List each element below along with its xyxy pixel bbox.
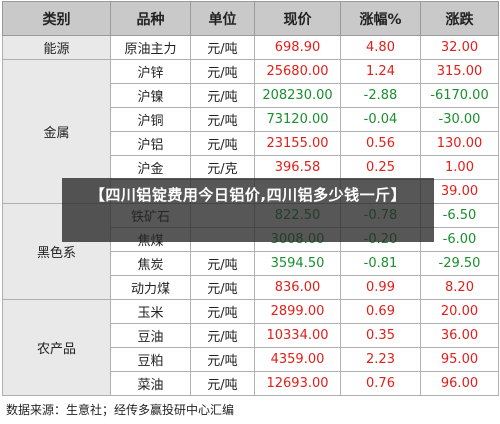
header-change-pct: 涨幅% bbox=[340, 1, 421, 36]
table-row: 豆油 元/吨 10334.00 0.35 36.00 bbox=[3, 323, 499, 348]
price-cell: 23155.00 bbox=[254, 131, 341, 156]
price-cell: 25680.00 bbox=[254, 59, 341, 84]
change-pct-cell: 0.25 bbox=[340, 155, 421, 180]
change-pct-cell: 4.80 bbox=[340, 35, 421, 60]
change-pct-cell: -0.81 bbox=[340, 251, 421, 276]
header-change: 涨跌 bbox=[420, 1, 499, 36]
change-cell: -6170.00 bbox=[420, 83, 499, 108]
change-pct-cell: 0.99 bbox=[340, 275, 421, 300]
table-header-row: 类别 品种 单位 现价 涨幅% 涨跌 bbox=[2, 1, 499, 36]
change-cell: 20.00 bbox=[420, 299, 499, 324]
price-cell: 3594.50 bbox=[254, 251, 341, 276]
change-pct-cell: 0.69 bbox=[340, 299, 421, 324]
unit-cell: 元/吨 bbox=[190, 107, 255, 132]
table-row: 菜油 元/吨 12693.00 0.76 96.00 bbox=[3, 371, 499, 396]
unit-cell: 元/吨 bbox=[190, 299, 255, 324]
table-row: 能源 原油主力 元/吨 698.90 4.80 32.00 bbox=[2, 35, 499, 60]
change-pct-cell: -2.88 bbox=[340, 83, 421, 108]
header-category: 类别 bbox=[2, 1, 111, 36]
variety-cell: 原油主力 bbox=[110, 35, 191, 60]
category-cell: 农产品 bbox=[2, 299, 111, 396]
price-cell: 10334.00 bbox=[254, 323, 341, 348]
price-cell: 208230.00 bbox=[254, 83, 341, 108]
unit-cell: 元/吨 bbox=[190, 323, 255, 348]
variety-cell: 动力煤 bbox=[110, 275, 191, 300]
variety-cell: 豆粕 bbox=[110, 347, 191, 372]
table-row: 农产品 玉米 元/吨 2899.00 0.69 20.00 bbox=[2, 299, 499, 396]
variety-cell: 沪金 bbox=[110, 155, 191, 180]
price-table: 类别 品种 单位 现价 涨幅% 涨跌 能源 原油主力 元/吨 698.90 4.80 32… bbox=[2, 1, 499, 396]
header-unit: 单位 bbox=[190, 1, 255, 36]
unit-cell: 元/吨 bbox=[190, 35, 255, 60]
unit-cell: 元/吨 bbox=[190, 251, 255, 276]
change-pct-cell: 2.23 bbox=[340, 347, 421, 372]
variety-cell: 豆油 bbox=[110, 323, 191, 348]
unit-cell: 元/吨 bbox=[190, 371, 255, 396]
price-cell: 836.00 bbox=[254, 275, 341, 300]
price-cell: 698.90 bbox=[254, 35, 341, 60]
price-cell: 396.58 bbox=[254, 155, 341, 180]
unit-cell: 元/吨 bbox=[190, 347, 255, 372]
variety-cell: 菜油 bbox=[110, 371, 191, 396]
table-row: 焦炭 元/吨 3594.50 -0.81 -29.50 bbox=[3, 251, 499, 276]
variety-cell: 沪铜 bbox=[110, 107, 191, 132]
change-pct-cell: 0.76 bbox=[340, 371, 421, 396]
price-cell: 2899.00 bbox=[254, 299, 341, 324]
change-cell: 96.00 bbox=[420, 371, 499, 396]
price-cell: 4359.00 bbox=[254, 347, 341, 372]
unit-cell: 元/吨 bbox=[190, 83, 255, 108]
table-row: 动力煤 元/吨 836.00 0.99 8.20 bbox=[3, 275, 499, 300]
change-cell: 95.00 bbox=[420, 347, 499, 372]
change-cell: 36.00 bbox=[420, 323, 499, 348]
header-variety: 品种 bbox=[110, 1, 191, 36]
change-cell: 130.00 bbox=[420, 131, 499, 156]
table-row: 金属 沪锌 元/吨 25680.00 1.24 315.00 bbox=[2, 59, 499, 204]
change-cell: 32.00 bbox=[420, 35, 499, 60]
table-row: 沪镍 元/吨 208230.00 -2.88 -6170.00 bbox=[3, 83, 499, 108]
table-body: 能源 原油主力 元/吨 698.90 4.80 32.00 金属 沪锌 元/吨 25680.00 1… bbox=[2, 35, 499, 396]
change-pct-cell: 0.35 bbox=[340, 323, 421, 348]
change-cell: 1.00 bbox=[420, 155, 499, 180]
change-cell: -29.50 bbox=[420, 251, 499, 276]
unit-cell: 元/吨 bbox=[190, 275, 255, 300]
change-pct-cell: -0.04 bbox=[340, 107, 421, 132]
unit-cell: 元/吨 bbox=[190, 131, 255, 156]
variety-cell: 沪铝 bbox=[110, 131, 191, 156]
data-source-note: 数据来源：生意社；经传多赢投研中心汇编 bbox=[6, 403, 235, 417]
change-pct-cell: 1.24 bbox=[340, 59, 421, 84]
change-pct-cell: 0.56 bbox=[340, 131, 421, 156]
change-cell: 315.00 bbox=[420, 59, 499, 84]
unit-cell: 元/吨 bbox=[190, 59, 255, 84]
variety-cell: 沪锌 bbox=[110, 59, 191, 84]
change-cell: -30.00 bbox=[420, 107, 499, 132]
variety-cell: 玉米 bbox=[110, 299, 191, 324]
price-cell: 73120.00 bbox=[254, 107, 341, 132]
variety-cell: 沪镍 bbox=[110, 83, 191, 108]
unit-cell: 元/克 bbox=[190, 155, 255, 180]
price-cell: 12693.00 bbox=[254, 371, 341, 396]
variety-cell: 焦炭 bbox=[110, 251, 191, 276]
category-cell: 能源 bbox=[2, 35, 111, 60]
article-title-text: 【四川铝锭费用今日铝价,四川铝多少钱一斤】 bbox=[89, 186, 407, 204]
table-row: 沪铜 元/吨 73120.00 -0.04 -30.00 bbox=[3, 107, 499, 132]
header-price: 现价 bbox=[254, 1, 341, 36]
change-cell: 8.20 bbox=[420, 275, 499, 300]
article-title-banner: 【四川铝锭费用今日铝价,四川铝多少钱一斤】 bbox=[62, 178, 434, 242]
